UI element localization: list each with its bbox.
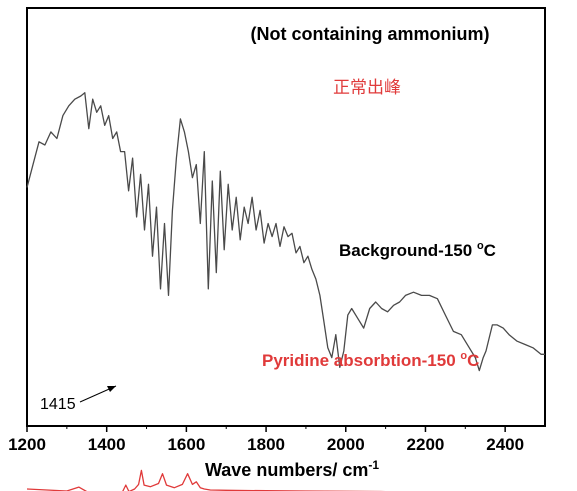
x-tick-label-2200: 2200 (407, 435, 445, 454)
x-axis-tick-labels: 1200 1400 1600 1800 2000 2200 2400 (8, 435, 524, 454)
condition-annotation: (Not containing ammonium) (251, 24, 490, 44)
background-label-text: Background-150 (339, 241, 477, 260)
pyridine-label-unit: C (467, 351, 479, 370)
x-axis-ticks (26, 426, 506, 432)
x-axis-label-superscript: -1 (368, 458, 379, 472)
series-background-line (26, 92, 545, 372)
x-tick-label-2000: 2000 (327, 435, 365, 454)
background-series-label: Background-150 oC (339, 240, 496, 260)
series-pyridine-line (26, 469, 431, 491)
x-axis-label: Wave numbers/ cm-1 (205, 458, 379, 480)
chinese-annotation: 正常出峰 (333, 78, 401, 98)
background-label-degree: o (477, 240, 484, 252)
x-axis-label-text: Wave numbers/ cm (205, 460, 368, 480)
plot-frame-group (26, 7, 546, 427)
plot-frame (26, 7, 546, 427)
x-tick-label-1400: 1400 (88, 435, 126, 454)
x-tick-label-2400: 2400 (486, 435, 524, 454)
x-tick-label-1600: 1600 (167, 435, 205, 454)
pyridine-label-degree: o (460, 350, 467, 362)
x-tick-label-1200: 1200 (8, 435, 46, 454)
x-tick-label-1800: 1800 (247, 435, 285, 454)
arrow-annotation-label: 1415 (40, 396, 76, 413)
pyridine-label-text: Pyridine absorbtion-150 (262, 351, 460, 370)
annotation-arrow-head (107, 386, 116, 392)
pyridine-series-label: Pyridine absorbtion-150 oC (262, 350, 479, 370)
background-label-unit: C (484, 241, 496, 260)
